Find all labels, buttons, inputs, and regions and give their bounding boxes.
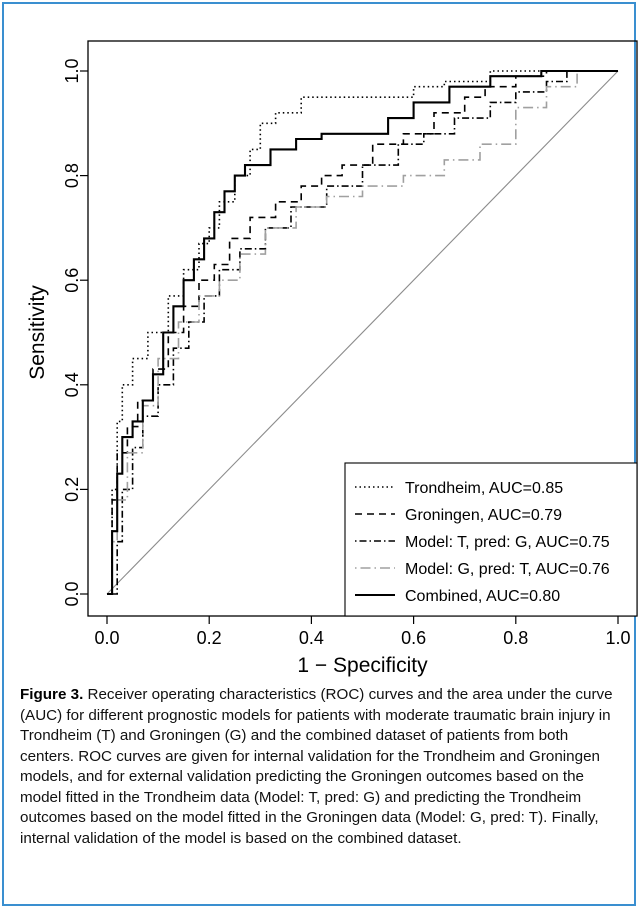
x-tick-label: 0.0	[94, 628, 119, 648]
x-axis-label: 1 − Specificity	[297, 654, 428, 677]
roc-curve-0	[107, 70, 618, 595]
x-tick-label: 0.4	[299, 628, 324, 648]
caption-label: Figure 3.	[20, 686, 84, 703]
legend-label: Combined, AUC=0.80	[405, 588, 560, 605]
legend-box	[344, 462, 638, 617]
legend-label: Trondheim, AUC=0.85	[405, 480, 563, 497]
x-tick-label: 0.8	[503, 628, 528, 648]
y-tick-label: 0.6	[62, 268, 82, 293]
y-tick-label: 1.0	[62, 58, 82, 83]
roc-curve-3	[107, 70, 618, 595]
y-tick-label: 0.0	[62, 581, 82, 606]
reference-diagonal	[106, 70, 619, 595]
roc-curve-4	[107, 69, 618, 596]
roc-curve-1	[107, 70, 618, 595]
caption-text: Receiver operating characteristics (ROC)…	[20, 686, 613, 847]
chart-curves	[106, 69, 619, 596]
figure-caption: Figure 3. Receiver operating characteris…	[20, 685, 620, 849]
figure-frame	[2, 2, 636, 906]
x-tick-label: 1.0	[605, 628, 630, 648]
y-tick-label: 0.2	[62, 477, 82, 502]
x-tick-label: 0.2	[197, 628, 222, 648]
y-tick-label: 0.8	[62, 163, 82, 188]
y-tick-label: 0.4	[62, 372, 82, 397]
legend-label: Model: G, pred: T, AUC=0.76	[405, 561, 610, 578]
legend-label: Groningen, AUC=0.79	[405, 507, 562, 524]
x-tick-label: 0.6	[401, 628, 426, 648]
legend-label: Model: T, pred: G, AUC=0.75	[405, 534, 610, 551]
roc-chart: 0.0 0.2 0.4 0.6 0.8 1.0 0.0 0.2 0.4 0.6 0.8 1.0 1 − …	[26, 40, 638, 677]
chart-legend: Trondheim, AUC=0.85 Groningen, AUC=0.79 Mo…	[344, 462, 638, 617]
y-axis-label: Sensitivity	[26, 285, 49, 380]
